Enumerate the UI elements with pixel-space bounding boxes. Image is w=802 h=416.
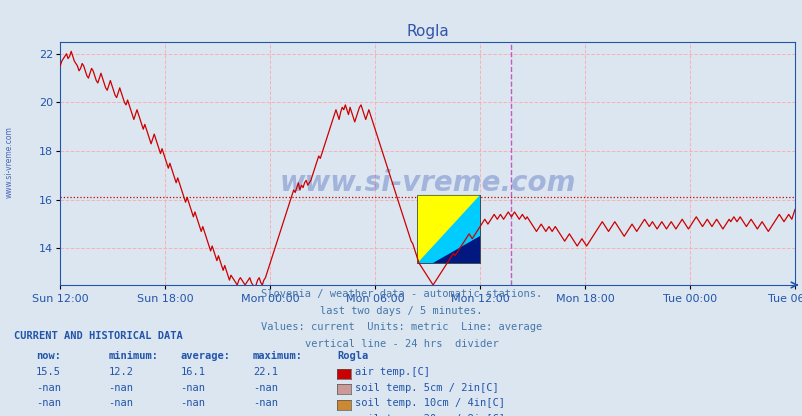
Text: soil temp. 10cm / 4in[C]: soil temp. 10cm / 4in[C] xyxy=(354,399,504,409)
Text: www.si-vreme.com: www.si-vreme.com xyxy=(279,169,575,197)
Text: soil temp. 5cm / 2in[C]: soil temp. 5cm / 2in[C] xyxy=(354,383,498,393)
Title: Rogla: Rogla xyxy=(406,24,448,39)
Text: www.si-vreme.com: www.si-vreme.com xyxy=(4,126,14,198)
Text: now:: now: xyxy=(36,351,61,361)
Bar xyxy=(417,195,480,263)
Text: -nan: -nan xyxy=(180,399,205,409)
Text: last two days / 5 minutes.: last two days / 5 minutes. xyxy=(320,306,482,316)
Polygon shape xyxy=(432,236,480,263)
Text: 22.1: 22.1 xyxy=(253,367,277,377)
Text: -nan: -nan xyxy=(253,399,277,409)
Text: -nan: -nan xyxy=(36,383,61,393)
Bar xyxy=(417,195,480,263)
Polygon shape xyxy=(417,195,480,263)
Text: -nan: -nan xyxy=(253,414,277,416)
Text: Rogla: Rogla xyxy=(337,351,368,361)
Text: vertical line - 24 hrs  divider: vertical line - 24 hrs divider xyxy=(304,339,498,349)
Text: Values: current  Units: metric  Line: average: Values: current Units: metric Line: aver… xyxy=(261,322,541,332)
Text: Slovenia / weather data - automatic stations.: Slovenia / weather data - automatic stat… xyxy=(261,289,541,299)
Text: -nan: -nan xyxy=(36,399,61,409)
Text: soil temp. 20cm / 8in[C]: soil temp. 20cm / 8in[C] xyxy=(354,414,504,416)
Polygon shape xyxy=(417,195,480,263)
Text: -nan: -nan xyxy=(180,414,205,416)
Polygon shape xyxy=(417,195,480,263)
Text: air temp.[C]: air temp.[C] xyxy=(354,367,429,377)
Text: -nan: -nan xyxy=(180,383,205,393)
Text: 16.1: 16.1 xyxy=(180,367,205,377)
Text: CURRENT AND HISTORICAL DATA: CURRENT AND HISTORICAL DATA xyxy=(14,331,183,341)
Text: -nan: -nan xyxy=(36,414,61,416)
Text: average:: average: xyxy=(180,351,230,361)
Text: -nan: -nan xyxy=(108,383,133,393)
Text: -nan: -nan xyxy=(108,399,133,409)
Text: -nan: -nan xyxy=(253,383,277,393)
Text: 12.2: 12.2 xyxy=(108,367,133,377)
Text: -nan: -nan xyxy=(108,414,133,416)
Text: 15.5: 15.5 xyxy=(36,367,61,377)
Text: minimum:: minimum: xyxy=(108,351,158,361)
Text: maximum:: maximum: xyxy=(253,351,302,361)
